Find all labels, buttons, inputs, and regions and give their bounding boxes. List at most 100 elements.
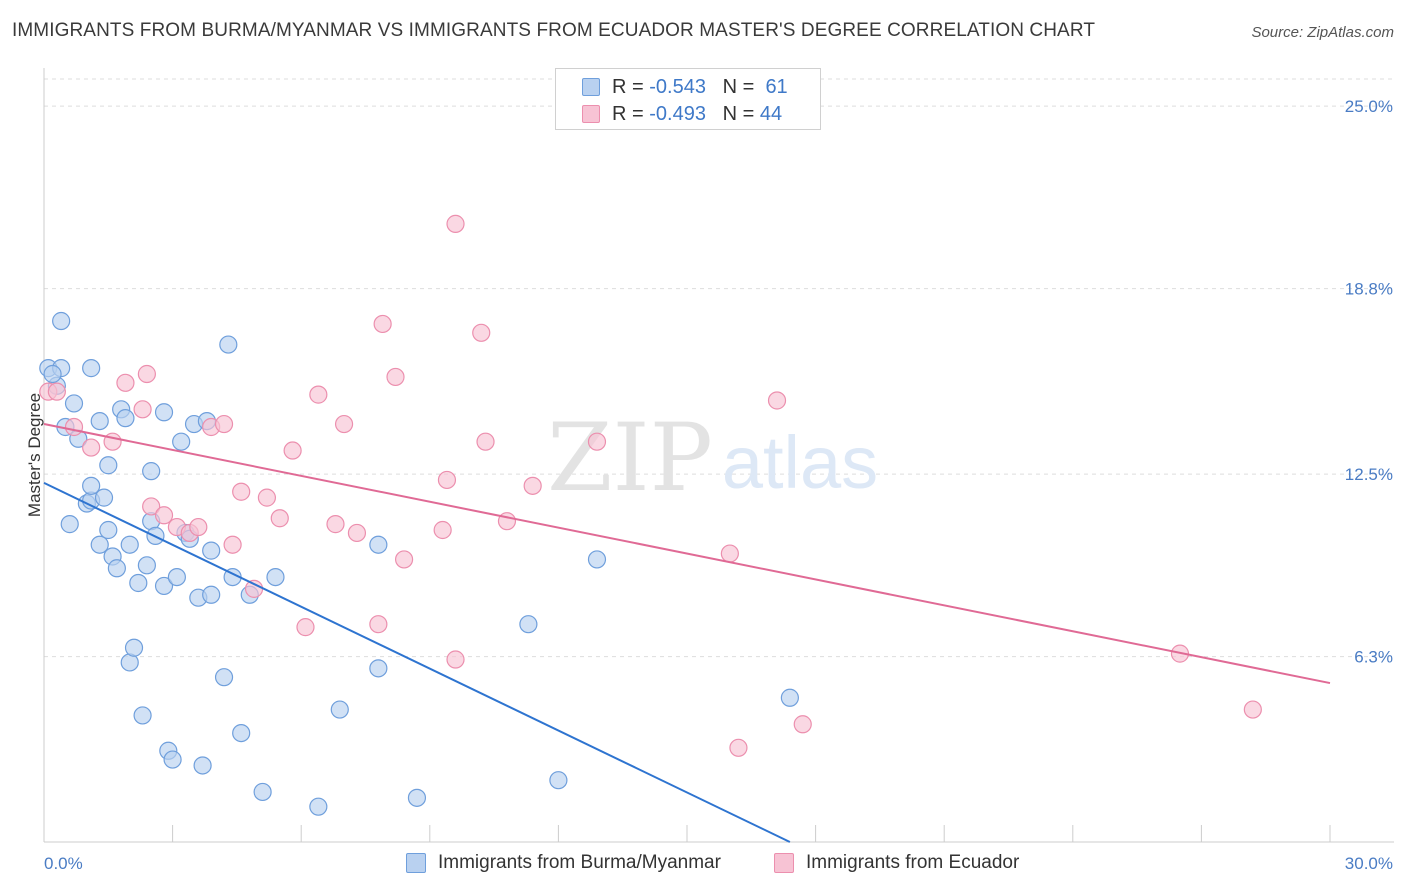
- point-burma: [82, 359, 101, 378]
- point-burma: [266, 567, 285, 587]
- point-ecuador: [257, 488, 277, 507]
- axes: [43, 68, 1394, 843]
- y-tick-label: 18.8%: [1345, 280, 1393, 299]
- y-tick-label: 25.0%: [1345, 97, 1393, 116]
- source-label: Source: ZipAtlas.com: [1251, 24, 1394, 41]
- watermark-atlas: atlas: [722, 421, 878, 504]
- point-burma: [137, 556, 156, 575]
- legend-text-burma: R = -0.543 N = 61: [612, 76, 788, 98]
- grid: [44, 78, 1394, 658]
- point-burma: [219, 335, 238, 354]
- point-ecuador: [82, 438, 101, 457]
- point-burma: [43, 364, 62, 384]
- point-burma: [60, 515, 79, 534]
- x-tick-label-right: 30.0%: [1345, 854, 1393, 873]
- bottom-legend-swatch-burma: [406, 853, 426, 873]
- legend-r-burma: -0.543: [649, 76, 706, 98]
- trend-line-burma: [43, 482, 791, 843]
- point-ecuador: [137, 364, 156, 384]
- point-burma: [142, 462, 161, 481]
- point-ecuador: [446, 650, 465, 669]
- point-ecuador: [347, 523, 367, 543]
- y-tick-label: 6.3%: [1354, 648, 1393, 667]
- point-burma: [369, 659, 388, 678]
- point-ecuador: [523, 476, 542, 495]
- point-burma: [154, 403, 174, 422]
- point-burma: [99, 456, 118, 475]
- watermark-zip: ZIP: [547, 404, 713, 513]
- point-ecuador: [334, 414, 354, 434]
- point-ecuador: [369, 615, 388, 634]
- x-tick-label-left: 0.0%: [44, 854, 83, 873]
- point-burma: [167, 567, 186, 587]
- point-burma: [193, 756, 212, 775]
- point-ecuador: [189, 517, 208, 537]
- point-ecuador: [1243, 700, 1262, 719]
- point-ecuador: [720, 544, 739, 563]
- point-burma: [163, 750, 182, 769]
- tick-labels: 25.0% 18.8% 12.5% 6.3% 0.0% 30.0%: [44, 97, 1393, 873]
- point-burma: [253, 782, 272, 802]
- point-burma: [94, 488, 114, 507]
- point-ecuador: [446, 214, 465, 233]
- legend-text-ecuador: R = -0.493 N = 44: [612, 103, 783, 125]
- point-ecuador: [116, 373, 135, 392]
- legend-r-ecuador: -0.493: [649, 103, 706, 125]
- point-burma: [124, 638, 144, 657]
- point-burma: [154, 576, 174, 596]
- point-burma: [90, 535, 109, 554]
- point-ecuador: [386, 367, 405, 387]
- point-burma: [549, 771, 568, 790]
- bottom-legend-label-ecuador: Immigrants from Ecuador: [806, 852, 1020, 873]
- point-burma: [407, 788, 427, 807]
- y-axis-label: Master's Degree: [25, 392, 44, 518]
- point-ecuador: [394, 550, 414, 569]
- legend-n-burma: 61: [765, 76, 788, 98]
- point-burma: [519, 615, 538, 634]
- y-tick-label: 12.5%: [1345, 465, 1393, 484]
- correlation-legend: R = -0.543 N = 61 R = -0.493 N = 44: [555, 68, 821, 130]
- point-burma: [129, 573, 148, 593]
- point-burma: [214, 668, 234, 687]
- point-burma: [369, 535, 388, 554]
- bottom-legend-swatch-ecuador: [774, 853, 794, 873]
- point-ecuador: [270, 509, 289, 528]
- point-ecuador: [232, 482, 251, 501]
- watermark: ZIP atlas: [547, 404, 878, 513]
- point-burma: [116, 409, 135, 428]
- point-burma: [133, 706, 152, 725]
- point-burma: [52, 311, 71, 331]
- point-ecuador: [154, 506, 174, 525]
- point-ecuador: [244, 579, 264, 598]
- point-burma: [780, 688, 799, 707]
- point-burma: [309, 797, 328, 816]
- point-burma: [330, 700, 349, 719]
- point-ecuador: [437, 470, 457, 490]
- point-burma: [232, 723, 251, 743]
- point-ecuador: [223, 535, 242, 554]
- point-burma: [172, 432, 191, 451]
- point-ecuador: [296, 618, 315, 637]
- point-ecuador: [214, 414, 234, 434]
- point-ecuador: [729, 738, 748, 757]
- point-burma: [202, 585, 221, 604]
- point-ecuador: [309, 385, 328, 404]
- trend-lines: [43, 423, 1331, 843]
- point-burma: [64, 394, 84, 413]
- point-burma: [202, 541, 221, 560]
- legend-n-ecuador: 44: [759, 103, 783, 125]
- legend-swatch-burma: [582, 78, 600, 96]
- point-burma: [90, 411, 109, 431]
- point-ecuador: [133, 400, 152, 419]
- point-ecuador: [373, 314, 392, 334]
- point-ecuador: [283, 441, 302, 460]
- legend-swatch-ecuador: [582, 105, 600, 123]
- point-ecuador: [433, 520, 452, 540]
- bottom-legend-label-burma: Immigrants from Burma/Myanmar: [438, 852, 721, 873]
- trend-line-ecuador: [43, 423, 1331, 685]
- point-ecuador: [767, 391, 787, 410]
- points: [39, 214, 1262, 816]
- point-ecuador: [793, 715, 812, 734]
- point-burma: [587, 550, 607, 569]
